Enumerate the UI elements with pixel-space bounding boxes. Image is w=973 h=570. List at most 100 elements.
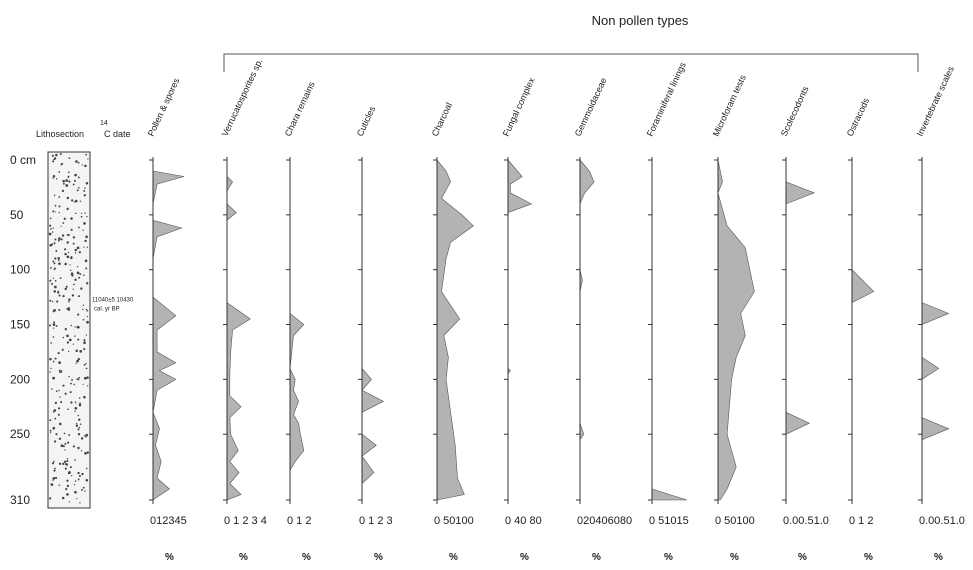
sediment-grain-mark (77, 186, 80, 189)
sediment-grain-mark (64, 248, 67, 251)
sediment-grain-mark (74, 335, 76, 337)
sediment-grain-mark (52, 177, 54, 179)
sediment-grain-mark (86, 320, 89, 324)
sediment-grain-mark (77, 471, 80, 475)
sediment-grain-mark (52, 336, 55, 338)
sediment-grain-mark (83, 364, 86, 366)
taxon-title: Chara remains (283, 80, 317, 138)
sediment-grain-mark (70, 272, 74, 275)
sediment-grain-mark (50, 342, 52, 344)
sediment-grain-mark (64, 287, 67, 291)
taxon-panel: Ostracods 0 1 2% (845, 96, 875, 563)
sediment-grain-mark (55, 250, 58, 252)
sediment-grain-mark (51, 388, 53, 390)
sediment-grain-mark (67, 251, 70, 254)
sediment-grain-mark (52, 410, 55, 413)
sediment-grain-mark (52, 175, 56, 178)
sediment-grain-mark (66, 479, 69, 482)
sediment-grain-mark (68, 338, 72, 342)
sediment-grain-mark (52, 476, 56, 480)
sediment-grain-mark (52, 260, 55, 263)
sediment-grain-mark (61, 348, 64, 351)
sediment-grain-mark (85, 362, 87, 365)
sediment-grain-mark (60, 225, 62, 227)
sediment-grain-mark (77, 338, 80, 341)
sediment-grain-mark (85, 235, 88, 239)
sediment-grain-mark (66, 207, 69, 210)
taxon-panel: Gemmoidaceae 020406080% (573, 76, 632, 563)
sediment-grain-mark (49, 324, 51, 327)
sediment-grain-mark (85, 334, 88, 336)
sediment-grain-mark (73, 283, 75, 286)
sediment-grain-mark (53, 469, 56, 472)
taxon-curve-area (507, 159, 533, 500)
taxon-x-axis-label: % (239, 552, 248, 563)
sediment-grain-mark (77, 313, 80, 316)
sediment-grain-mark (54, 417, 57, 420)
sediment-grain-mark (77, 357, 81, 361)
sediment-grain-mark (50, 267, 52, 269)
sediment-grain-mark (78, 276, 80, 279)
sediment-grain-mark (75, 422, 78, 425)
sediment-grain-mark (75, 402, 77, 404)
sediment-grain-mark (50, 483, 54, 486)
sediment-grain-mark (76, 246, 80, 250)
sediment-grain-mark (48, 232, 52, 236)
sediment-grain-mark (74, 410, 76, 412)
sediment-grain-mark (53, 321, 56, 324)
sediment-grain-mark (54, 467, 56, 470)
taxon-x-tick-labels: 0 50100 (434, 515, 474, 527)
sediment-grain-mark (59, 371, 61, 373)
sediment-grain-mark (80, 450, 83, 452)
sediment-grain-mark (67, 176, 70, 179)
sediment-grain-mark (86, 315, 88, 318)
taxon-panel: Charcoal 0 50100% (430, 101, 474, 563)
sediment-grain-mark (80, 287, 83, 290)
depth-tick-label: 250 (10, 427, 30, 441)
sediment-grain-mark (83, 376, 87, 380)
sediment-grain-mark (83, 395, 86, 399)
sediment-grain-mark (66, 196, 70, 200)
sediment-grain-mark (77, 161, 80, 164)
sediment-grain-mark (70, 217, 73, 220)
sediment-grain-mark (74, 248, 78, 252)
sediment-grain-mark (75, 160, 78, 163)
depth-tick-label: 0 cm (10, 153, 36, 167)
sediment-grain-mark (58, 237, 61, 241)
taxon-panel: Chara remains 0 1 2% (283, 80, 317, 563)
sediment-grain-mark (51, 462, 55, 465)
sediment-grain-mark (72, 236, 76, 239)
sediment-grain-mark (60, 238, 63, 241)
sediment-grain-mark (79, 200, 82, 202)
sediment-grain-mark (58, 462, 62, 465)
depth-tick-label: 50 (10, 208, 24, 222)
taxon-x-axis-label: % (798, 552, 807, 563)
sediment-grain-mark (75, 349, 78, 352)
sediment-grain-mark (51, 154, 54, 157)
sediment-grain-mark (82, 229, 84, 232)
sediment-grain-mark (84, 187, 86, 189)
sediment-grain-mark (55, 178, 58, 180)
taxon-curve-area (361, 160, 385, 500)
taxon-title: Scolecodonts (779, 84, 811, 138)
sediment-grain-mark (73, 179, 76, 182)
sediment-grain-mark (83, 189, 86, 192)
sediment-grain-mark (66, 234, 69, 236)
sediment-grain-mark (49, 497, 52, 500)
taxon-panel: Microforam tests 0 50100% (711, 73, 755, 563)
taxon-x-axis-label: % (520, 552, 529, 563)
sediment-grain-mark (62, 179, 65, 183)
sediment-grain-mark (84, 212, 86, 214)
sediment-grain-mark (58, 171, 61, 173)
sediment-grain-mark (77, 414, 79, 417)
sediment-grain-mark (86, 467, 88, 470)
sediment-grain-mark (62, 445, 65, 448)
sediment-grain-mark (53, 158, 55, 161)
sediment-grain-mark (68, 471, 71, 474)
taxon-title: Invertebrate scales (915, 64, 956, 138)
sediment-grain-mark (54, 257, 57, 260)
sediment-grain-mark (68, 300, 70, 303)
sediment-grain-mark (50, 228, 52, 230)
sediment-grain-mark (84, 490, 86, 492)
taxon-title: Fungal complex (501, 76, 537, 138)
